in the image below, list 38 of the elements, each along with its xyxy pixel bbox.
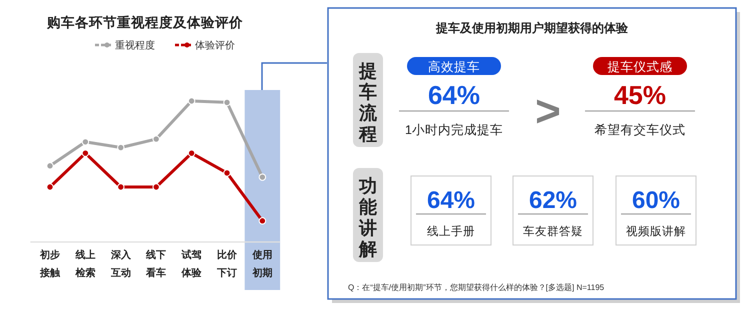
text: 功能讲解 bbox=[358, 176, 377, 259]
text: 62% bbox=[528, 187, 578, 214]
point bbox=[188, 97, 196, 105]
category-label: 线上手册 bbox=[427, 224, 475, 238]
legend-label: 体验评价 bbox=[195, 40, 235, 52]
point bbox=[223, 98, 231, 106]
text: 60% bbox=[632, 187, 680, 214]
category-label: 车友群答疑 bbox=[523, 224, 583, 238]
x-tick-label: 比价下订 bbox=[216, 249, 238, 279]
text: 提车流程 bbox=[358, 61, 378, 144]
x-tick-label: 线下看车 bbox=[145, 249, 166, 279]
point bbox=[223, 169, 231, 177]
x-tick-label: 使用初期 bbox=[251, 249, 272, 279]
x-tick-label: 深入互动 bbox=[110, 249, 132, 279]
point bbox=[152, 135, 160, 143]
category-label: 视频版讲解 bbox=[626, 225, 686, 238]
x-tick-label: 初步接触 bbox=[39, 249, 61, 279]
point bbox=[82, 138, 90, 146]
x-tick-label: 线上检索 bbox=[74, 249, 96, 279]
point bbox=[117, 144, 124, 152]
text: 希望有交车仪式 bbox=[594, 122, 686, 137]
text: > bbox=[535, 87, 561, 136]
text: 64% bbox=[426, 187, 476, 214]
text: 1小时内完成提车 bbox=[405, 122, 503, 137]
point bbox=[258, 217, 266, 225]
point bbox=[46, 183, 54, 191]
point bbox=[258, 173, 266, 181]
point bbox=[152, 183, 160, 191]
text: 45% bbox=[614, 80, 666, 110]
category-label: 高效提车 bbox=[428, 59, 480, 74]
chart-title: 购车各环节重视程度及体验评价 bbox=[46, 14, 244, 30]
x-tick-label: 试驾体验 bbox=[180, 249, 203, 279]
point bbox=[117, 183, 124, 191]
text: 提车及使用初期用户期望获得的体验 bbox=[435, 21, 629, 35]
legend-label: 重视程度 bbox=[115, 40, 155, 52]
text: Q：在“提车/使用初期”环节，您期望获得什么样的体验？[多选题] N=1195 bbox=[348, 283, 605, 292]
category-label: 提车仪式感 bbox=[608, 60, 672, 74]
text: 64% bbox=[428, 80, 480, 110]
